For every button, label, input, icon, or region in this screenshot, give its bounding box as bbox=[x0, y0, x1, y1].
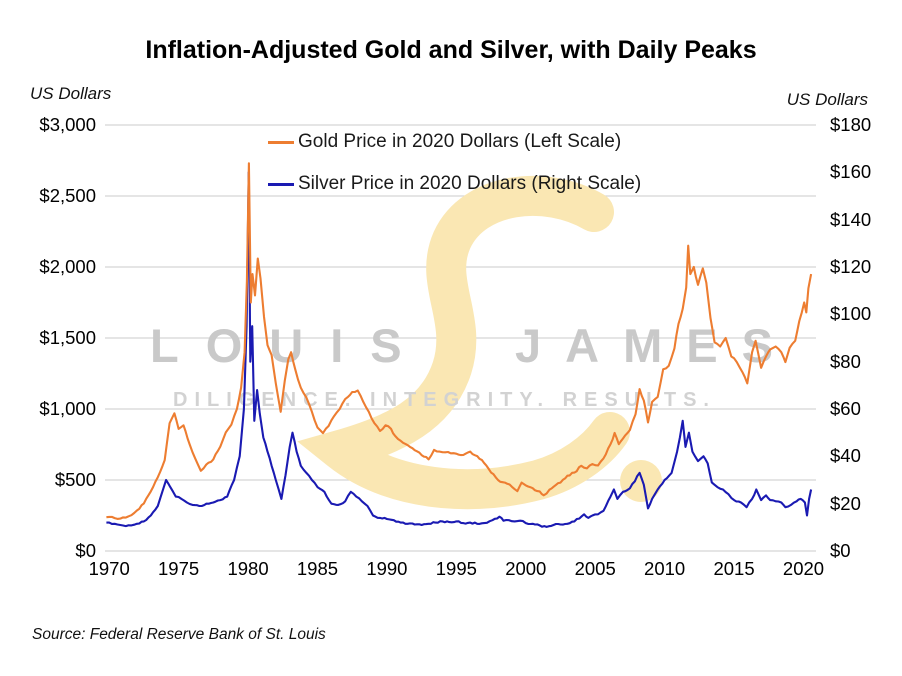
silver-line-swatch-icon bbox=[268, 182, 294, 186]
right-axis-tick-label: $20 bbox=[830, 492, 861, 514]
left-axis-tick-label: $2,500 bbox=[39, 185, 96, 206]
right-axis-tick-label: $120 bbox=[830, 256, 872, 277]
x-axis-tick-label: 1990 bbox=[366, 558, 408, 579]
x-axis-tick-label: 2020 bbox=[782, 558, 825, 579]
legend-item-silver: Silver Price in 2020 Dollars (Right Scal… bbox=[268, 173, 641, 195]
left-axis-tick-label: $2,000 bbox=[39, 256, 96, 277]
x-axis-tick-label: 2005 bbox=[574, 558, 616, 579]
left-axis-tick-label: $500 bbox=[54, 469, 96, 490]
x-axis-tick-label: 1995 bbox=[435, 558, 477, 579]
gold-line-swatch-icon bbox=[268, 140, 294, 144]
x-axis-tick-label: 2010 bbox=[644, 558, 686, 579]
right-axis-tick-label: $160 bbox=[830, 161, 872, 183]
source-note: Source: Federal Reserve Bank of St. Loui… bbox=[32, 626, 326, 643]
x-axis-tick-label: 1975 bbox=[158, 558, 200, 579]
right-axis-tick-label: $60 bbox=[830, 398, 861, 419]
x-axis-tick-label: 1985 bbox=[296, 558, 339, 579]
watermark-tagline: DILIGENCE. INTEGRITY. RESULTS. bbox=[173, 389, 716, 411]
left-axis-tick-label: $0 bbox=[75, 540, 96, 561]
watermark-word-james: JAMES bbox=[515, 319, 797, 372]
legend-label-gold: Gold Price in 2020 Dollars (Left Scale) bbox=[298, 131, 622, 152]
left-axis-unit-label: US Dollars bbox=[30, 84, 112, 103]
right-axis-tick-label: $180 bbox=[830, 114, 872, 135]
right-axis-tick-label: $40 bbox=[830, 445, 861, 467]
right-axis-tick-label: $0 bbox=[830, 540, 851, 561]
gold-price-line bbox=[106, 162, 813, 520]
left-axis-tick-label: $3,000 bbox=[39, 114, 96, 135]
legend-item-gold: Gold Price in 2020 Dollars (Left Scale) bbox=[268, 131, 641, 153]
legend-label-silver: Silver Price in 2020 Dollars (Right Scal… bbox=[298, 173, 642, 194]
x-axis-tick-label: 1970 bbox=[88, 558, 130, 579]
x-axis-tick-label: 2015 bbox=[713, 558, 755, 579]
watermark-word-louis: LOUIS bbox=[150, 319, 429, 372]
silver-price-line bbox=[106, 171, 813, 528]
chart-title: Inflation-Adjusted Gold and Silver, with… bbox=[145, 36, 757, 64]
left-axis-tick-label: $1,500 bbox=[39, 327, 96, 348]
left-axis-tick-label: $1,000 bbox=[39, 398, 96, 419]
right-axis-tick-label: $80 bbox=[830, 350, 861, 372]
right-axis-tick-label: $100 bbox=[830, 303, 872, 325]
right-axis-tick-label: $140 bbox=[830, 208, 872, 230]
x-axis-tick-label: 2000 bbox=[505, 558, 547, 579]
watermark-period-icon bbox=[620, 460, 662, 502]
right-axis-unit-label: US Dollars bbox=[786, 90, 868, 109]
watermark-script-l-icon bbox=[297, 175, 630, 510]
x-axis-tick-label: 1980 bbox=[227, 558, 269, 579]
legend: Gold Price in 2020 Dollars (Left Scale) … bbox=[268, 131, 641, 215]
